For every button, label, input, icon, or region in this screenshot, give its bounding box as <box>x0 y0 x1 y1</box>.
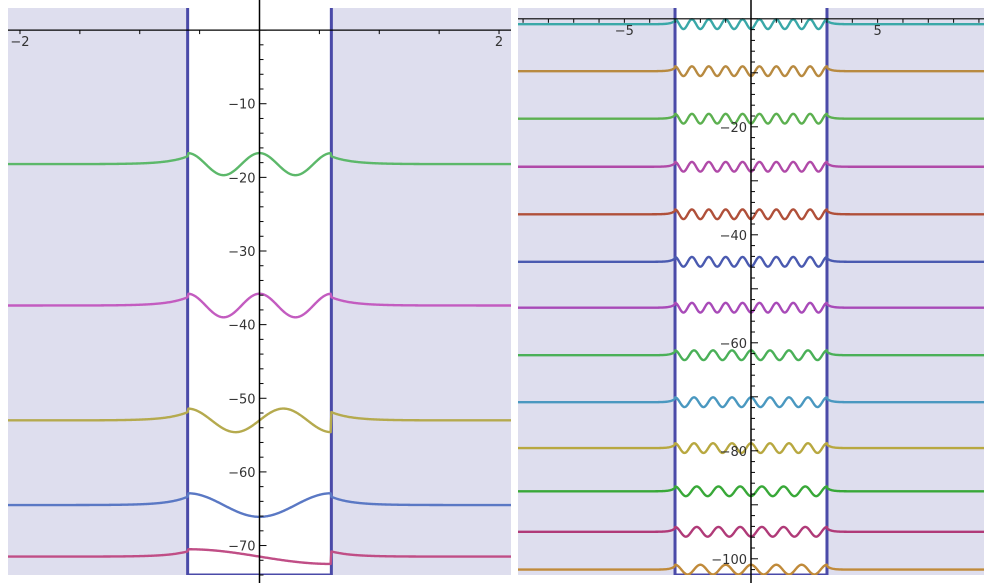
y-tick-label: −40 <box>228 319 255 334</box>
y-tick-label: −50 <box>228 392 255 407</box>
x-tick-label: 5 <box>873 24 881 39</box>
y-tick-label: −40 <box>720 229 747 244</box>
y-tick-label: −30 <box>228 245 255 260</box>
x-tick-label: −2 <box>10 35 29 50</box>
right-chart: −5 5 −20 −40 −60 −80 −100 <box>518 0 984 583</box>
x-tick-label: 2 <box>495 35 503 50</box>
well-outline <box>673 8 829 575</box>
y-tick-label: −20 <box>228 171 255 186</box>
y-tick-label: −20 <box>720 121 747 136</box>
y-tick-label: −60 <box>228 466 255 481</box>
left-chart: −2 2 −10 −20 −30 −40 −50 −60 −70 <box>8 0 511 583</box>
x-tick-label: −5 <box>615 24 634 39</box>
y-tick-label: −80 <box>720 445 747 460</box>
well-outline <box>186 8 333 575</box>
y-tick-label: −60 <box>720 337 747 352</box>
y-tick-label: −70 <box>228 540 255 555</box>
y-tick-label: −100 <box>711 553 747 568</box>
y-tick-label: −10 <box>228 98 255 113</box>
